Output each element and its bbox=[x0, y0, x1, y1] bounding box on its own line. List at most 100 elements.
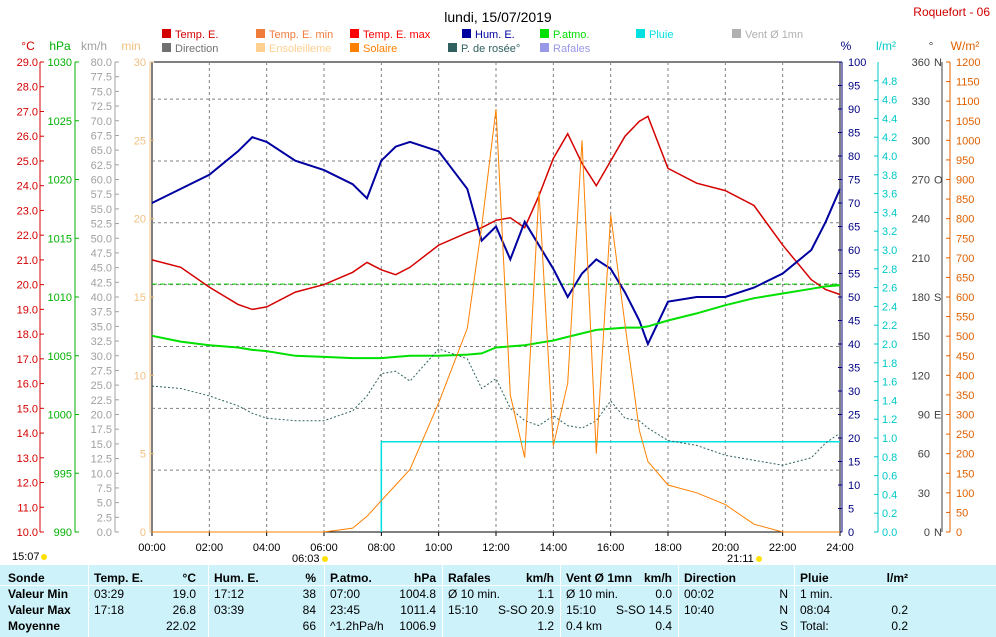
legend-swatch bbox=[732, 29, 741, 38]
pressure-axis-tick-label: 1030 bbox=[48, 57, 72, 69]
legend-label: Vent Ø 1mn bbox=[745, 29, 803, 41]
table-divider bbox=[442, 565, 443, 637]
time-label: 24:00 bbox=[826, 542, 854, 554]
humidity-axis-tick-label: 70 bbox=[848, 198, 860, 210]
chart-title: lundi, 15/07/2019 bbox=[444, 9, 552, 25]
humidity-axis-tick-label: 0 bbox=[848, 527, 854, 539]
temp-axis-tick-label: 17.0 bbox=[17, 354, 38, 366]
time-label: 22:00 bbox=[769, 542, 797, 554]
direction-axis-tick-label: 240 bbox=[912, 214, 930, 226]
wind-axis-tick-label: 15.0 bbox=[91, 439, 112, 451]
table-cell: 19.0 bbox=[172, 587, 196, 601]
table-cell: 17:18 bbox=[94, 603, 125, 617]
pressure-axis-tick-label: 1005 bbox=[48, 351, 72, 363]
humidity-axis-tick-label: 75 bbox=[848, 175, 860, 187]
pressure-axis-tick-label: 1020 bbox=[48, 175, 72, 187]
temp-axis-tick-label: 23.0 bbox=[17, 205, 38, 217]
rain-axis-tick-label: 4.4 bbox=[882, 113, 897, 125]
table-cell: 17:12 bbox=[214, 587, 245, 601]
series-hum-e- bbox=[151, 136, 841, 347]
rain-axis-unit: l/m² bbox=[876, 39, 896, 53]
wind-axis-tick-label: 65.0 bbox=[91, 145, 112, 157]
pressure-axis-tick-label: 1010 bbox=[48, 292, 72, 304]
wind-axis-tick-label: 75.0 bbox=[91, 86, 112, 98]
wind-axis-tick-label: 5.0 bbox=[97, 498, 112, 510]
sunrise-marker bbox=[322, 556, 328, 562]
temp-axis-tick-label: 21.0 bbox=[17, 255, 38, 267]
solar-axis-tick-label: 50 bbox=[956, 507, 968, 519]
table-cell: Vent Ø 1mn bbox=[566, 571, 633, 585]
series-solaire bbox=[152, 108, 840, 533]
humidity-axis-tick-label: 30 bbox=[848, 386, 860, 398]
wind-axis-tick-label: 50.0 bbox=[91, 233, 112, 245]
solar-axis-tick-label: 750 bbox=[956, 233, 974, 245]
humidity-axis-tick-label: 90 bbox=[848, 104, 860, 116]
humidity-axis-tick-label: 10 bbox=[848, 480, 860, 492]
time-label: 14:00 bbox=[540, 542, 568, 554]
summary-table: Sonde Valeur Min Valeur Max Moyenne Temp. E.… bbox=[0, 565, 996, 637]
temp-axis-tick-label: 26.0 bbox=[17, 131, 38, 143]
wind-axis-tick-label: 25.0 bbox=[91, 380, 112, 392]
humidity-axis-tick-label: 65 bbox=[848, 222, 860, 234]
direction-axis-tick-label: 30 bbox=[918, 488, 930, 500]
wind-axis-tick-label: 42.5 bbox=[91, 277, 112, 289]
humidity-axis-tick-label: 80 bbox=[848, 151, 860, 163]
table-cell: 1004.8 bbox=[399, 587, 436, 601]
table-cell: S-SO 20.9 bbox=[497, 603, 554, 617]
table-cell: 00:02 bbox=[684, 587, 715, 601]
wind-axis-tick-label: 10.0 bbox=[91, 468, 112, 480]
solar-axis-tick-label: 150 bbox=[956, 468, 974, 480]
legend-label: Temp. E. max bbox=[363, 29, 431, 41]
direction-axis-letter: O bbox=[934, 175, 943, 187]
sun-axis-tick-label: 20 bbox=[134, 214, 146, 226]
table-cell: S bbox=[779, 619, 788, 633]
solar-axis-tick-label: 1000 bbox=[956, 135, 980, 147]
table-cell: Total: bbox=[800, 619, 829, 633]
table-cell: 66 bbox=[302, 619, 316, 633]
rain-axis-tick-label: 2.6 bbox=[882, 283, 897, 295]
table-cell: 0.2 bbox=[891, 619, 908, 633]
direction-axis-tick-label: 150 bbox=[912, 331, 930, 343]
table-cell: 03:39 bbox=[214, 603, 245, 617]
solar-axis-tick-label: 450 bbox=[956, 351, 974, 363]
sun-axis-tick-label: 5 bbox=[140, 449, 146, 461]
solar-axis-tick-label: 200 bbox=[956, 449, 974, 461]
humidity-axis-unit: % bbox=[841, 39, 852, 53]
solar-axis-tick-label: 600 bbox=[956, 292, 974, 304]
table-cell: 23:45 bbox=[330, 603, 361, 617]
direction-axis-tick-label: 330 bbox=[912, 96, 930, 108]
table-cell: 0.2 bbox=[891, 603, 908, 617]
direction-axis-letter: S bbox=[934, 292, 941, 304]
time-label: 16:00 bbox=[597, 542, 625, 554]
wind-axis-tick-label: 30.0 bbox=[91, 351, 112, 363]
table-cell: Sonde bbox=[8, 571, 45, 585]
table-cell: hPa bbox=[413, 571, 436, 585]
table-cell: Direction bbox=[684, 571, 737, 585]
solar-axis-tick-label: 950 bbox=[956, 155, 974, 167]
direction-axis-tick-label: 300 bbox=[912, 135, 930, 147]
temp-axis-tick-label: 13.0 bbox=[17, 453, 38, 465]
solar-axis-tick-label: 550 bbox=[956, 312, 974, 324]
direction-axis-tick-label: 360 bbox=[912, 57, 930, 69]
legend-label: Pluie bbox=[649, 29, 673, 41]
solar-axis-tick-label: 1050 bbox=[956, 116, 980, 128]
table-divider bbox=[208, 565, 209, 637]
series-p-atmo- bbox=[151, 284, 841, 360]
table-cell: Valeur Max bbox=[8, 603, 71, 617]
legend-swatch bbox=[162, 29, 171, 38]
temp-axis-tick-label: 15.0 bbox=[17, 403, 38, 415]
pressure-axis-tick-label: 990 bbox=[54, 527, 72, 539]
wind-axis-tick-label: 20.0 bbox=[91, 410, 112, 422]
pressure-axis-tick-label: 1015 bbox=[48, 233, 72, 245]
rain-axis-tick-label: 0.6 bbox=[882, 471, 897, 483]
table-cell: 1 min. bbox=[800, 587, 833, 601]
wind-axis-tick-label: 0.0 bbox=[97, 527, 112, 539]
table-cell: ^1.2hPa/h bbox=[330, 619, 384, 633]
legend-label: P. de rosée° bbox=[461, 43, 520, 55]
rain-axis-tick-label: 3.0 bbox=[882, 245, 897, 257]
pressure-axis-tick-label: 995 bbox=[54, 468, 72, 480]
temp-axis-tick-label: 14.0 bbox=[17, 428, 38, 440]
solar-axis-unit: W/m² bbox=[951, 39, 980, 53]
legend-label: Solaire bbox=[363, 43, 397, 55]
wind-axis-tick-label: 27.5 bbox=[91, 365, 112, 377]
